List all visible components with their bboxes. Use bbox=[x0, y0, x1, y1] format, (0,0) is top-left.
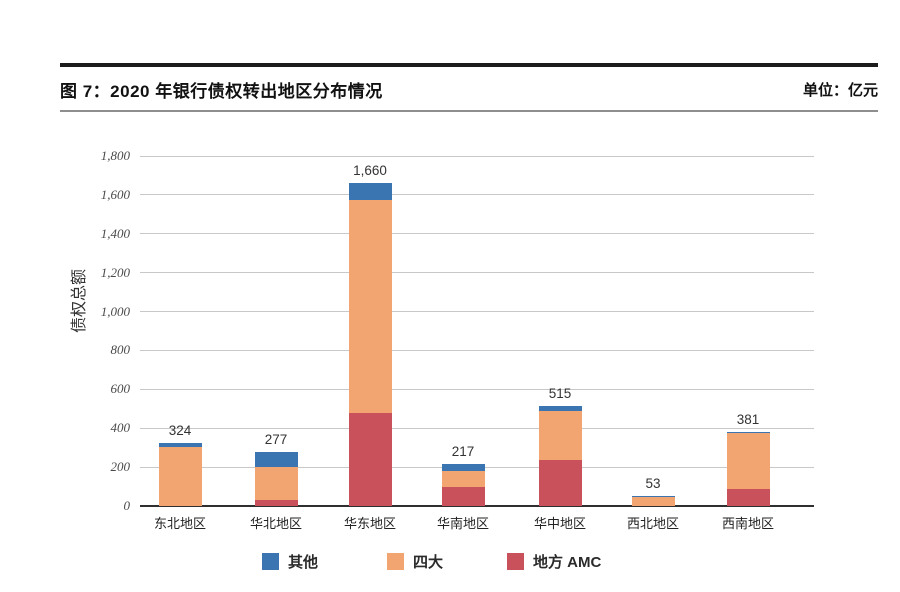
gridline bbox=[140, 272, 814, 274]
bar-segment-四大 bbox=[726, 433, 770, 489]
bar-total-label: 217 bbox=[451, 443, 475, 459]
figure-title: 图 7：2020 年银行债权转出地区分布情况 bbox=[60, 81, 383, 101]
bar-total-label: 381 bbox=[736, 411, 760, 427]
title-divider bbox=[60, 110, 878, 112]
bar-segment-其他 bbox=[631, 495, 675, 497]
gridline bbox=[140, 388, 814, 390]
bar-segment-其他 bbox=[254, 452, 298, 468]
x-axis-label: 华东地区 bbox=[343, 516, 396, 531]
bar-segment-四大 bbox=[158, 446, 202, 506]
gridline bbox=[140, 427, 814, 429]
x-axis-label: 西南地区 bbox=[721, 516, 774, 531]
y-tick-label: 0 bbox=[123, 498, 131, 513]
bar-segment-其他 bbox=[538, 405, 582, 411]
y-tick-label: 200 bbox=[110, 459, 131, 475]
y-tick-label: 1,800 bbox=[100, 148, 130, 163]
bar-total-label: 515 bbox=[548, 385, 572, 401]
plot-area: 0 200 400 600 800 1,000 1,200 1,400 1,600 1,800 32… bbox=[101, 148, 814, 531]
bar-segment-其他 bbox=[348, 183, 392, 200]
bar-total-label: 53 bbox=[645, 475, 661, 491]
legend-item-local-amc: 地方 AMC bbox=[507, 551, 601, 572]
bar-segment-其他 bbox=[158, 443, 202, 447]
legend-item-big4: 四大 bbox=[387, 551, 443, 572]
x-axis-label: 华南地区 bbox=[436, 516, 489, 531]
legend-label: 地方 AMC bbox=[533, 554, 602, 571]
bar-segment-地方 AMC bbox=[348, 412, 392, 506]
x-axis-label: 华中地区 bbox=[533, 516, 586, 531]
bar-segment-地方 AMC bbox=[726, 488, 770, 506]
legend-label: 四大 bbox=[413, 554, 444, 571]
legend-label: 其他 bbox=[288, 554, 319, 571]
y-tick-label: 800 bbox=[110, 342, 131, 358]
unit-label: 单位：亿元 bbox=[802, 81, 878, 99]
gridline bbox=[140, 349, 814, 351]
bar-total-label: 324 bbox=[168, 423, 192, 438]
y-tick-label: 1,400 bbox=[100, 225, 130, 241]
legend-swatch-other bbox=[262, 553, 279, 570]
x-axis-line bbox=[140, 505, 814, 507]
bar-total-label: 1,660 bbox=[353, 163, 387, 179]
y-tick-label: 600 bbox=[110, 381, 131, 397]
gridline bbox=[140, 233, 814, 235]
bar-segment-四大 bbox=[254, 467, 298, 501]
legend-swatch-big4 bbox=[387, 553, 404, 570]
top-rule bbox=[60, 63, 878, 67]
legend-item-other: 其他 bbox=[262, 551, 318, 572]
y-tick-label: 1,600 bbox=[100, 186, 130, 202]
gridline bbox=[140, 311, 814, 313]
gridline bbox=[140, 194, 814, 196]
bar-segment-四大 bbox=[348, 199, 392, 413]
gridline bbox=[140, 155, 814, 157]
bar-segment-四大 bbox=[441, 471, 485, 487]
bar-segment-其他 bbox=[726, 431, 770, 434]
x-axis-label: 华北地区 bbox=[249, 516, 302, 531]
bar-segment-四大 bbox=[631, 496, 675, 506]
bar-segment-地方 AMC bbox=[538, 460, 582, 506]
title-row: 图 7：2020 年银行债权转出地区分布情况 单位：亿元 bbox=[60, 74, 878, 104]
x-axis-label: 东北地区 bbox=[153, 516, 206, 531]
bar-segment-地方 AMC bbox=[441, 486, 485, 506]
bar-segment-其他 bbox=[441, 463, 485, 471]
bar-segment-地方 AMC bbox=[254, 500, 298, 506]
y-tick-label: 1,200 bbox=[100, 264, 130, 280]
x-axis-label: 西北地区 bbox=[626, 516, 679, 531]
legend-swatch-local-amc bbox=[507, 553, 524, 570]
y-tick-label: 400 bbox=[110, 420, 131, 436]
bar-segment-四大 bbox=[538, 410, 582, 461]
y-tick-label: 1,000 bbox=[100, 303, 130, 319]
bar-total-label: 277 bbox=[264, 432, 288, 448]
